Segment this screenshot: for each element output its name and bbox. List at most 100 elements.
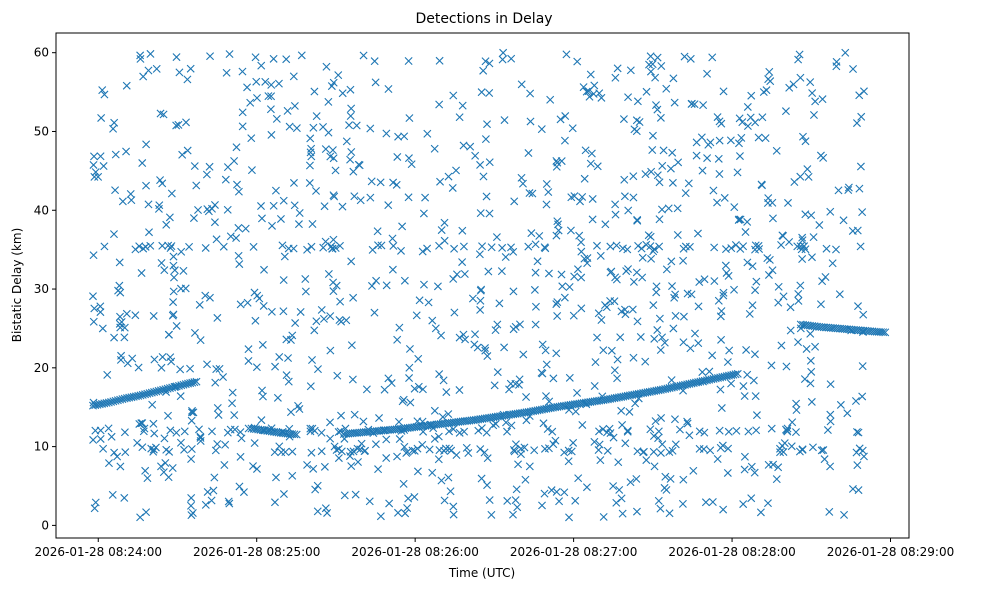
detection-point	[670, 293, 679, 302]
clutter-point	[167, 242, 176, 251]
track-point	[170, 382, 179, 391]
detection-point	[730, 285, 739, 294]
detection-point	[96, 152, 105, 161]
detection-point	[405, 344, 414, 353]
y-axis-label: Bistatic Delay (km)	[10, 228, 24, 343]
detection-point	[569, 438, 578, 447]
detection-point	[497, 267, 506, 276]
detection-point	[238, 67, 247, 76]
detection-point	[806, 379, 815, 388]
detection-point	[703, 69, 712, 78]
detection-point	[449, 274, 458, 283]
detection-point	[347, 257, 356, 266]
clutter-point	[650, 245, 659, 254]
detection-point	[730, 203, 739, 212]
detection-point	[321, 504, 330, 513]
clutter-point	[306, 424, 315, 433]
detection-point	[279, 307, 288, 316]
detection-point	[338, 202, 347, 211]
detection-point	[767, 361, 776, 370]
clutter-point	[507, 243, 516, 252]
detection-point	[798, 236, 807, 245]
clutter-point	[744, 427, 753, 436]
detection-point	[505, 385, 514, 394]
detection-point	[183, 75, 192, 84]
clutter-point	[408, 446, 417, 455]
detection-point	[481, 135, 490, 144]
detection-point	[258, 386, 267, 395]
detection-point	[633, 317, 642, 326]
clutter-point	[435, 446, 444, 455]
clutter-point	[798, 445, 807, 454]
detection-point	[301, 275, 310, 283]
detection-point	[653, 53, 662, 62]
detection-point	[452, 270, 461, 279]
detection-point	[485, 209, 494, 218]
detection-point	[578, 192, 587, 201]
clutter-point	[100, 242, 109, 251]
detection-point	[97, 113, 106, 122]
detection-point	[577, 238, 586, 247]
detection-point	[597, 316, 606, 325]
detection-point	[794, 55, 803, 64]
detection-point	[565, 513, 574, 522]
clutter-point	[739, 242, 748, 251]
clutter-point	[775, 444, 784, 453]
detection-point	[438, 412, 447, 421]
detection-point	[440, 218, 449, 227]
detection-point	[247, 166, 256, 175]
detection-point	[517, 80, 526, 89]
clutter-point	[140, 424, 149, 433]
detection-point	[685, 431, 694, 440]
detection-point	[261, 77, 270, 86]
detection-point	[418, 385, 427, 394]
detection-point	[202, 170, 211, 179]
detection-point	[715, 136, 724, 145]
x-tick-label: 2026-01-28 08:26:00	[351, 545, 478, 559]
detection-point	[743, 122, 752, 131]
detection-point	[444, 172, 453, 181]
detection-point	[493, 320, 502, 329]
detection-point	[162, 220, 171, 229]
detection-point	[844, 183, 853, 192]
detection-point	[735, 215, 744, 224]
detection-point	[826, 380, 835, 389]
detection-point	[786, 303, 795, 312]
detection-point	[648, 146, 657, 155]
detection-point	[801, 137, 810, 146]
detection-point	[841, 48, 850, 57]
detection-point	[500, 343, 509, 352]
clutter-point	[524, 242, 533, 251]
detection-point	[525, 462, 534, 471]
detection-point	[111, 186, 120, 195]
detection-point	[133, 438, 142, 447]
detection-point	[699, 101, 708, 110]
detection-point	[393, 452, 402, 461]
detection-point	[107, 432, 116, 441]
detection-point	[509, 247, 518, 256]
detection-point	[312, 112, 321, 121]
detection-point	[779, 292, 788, 301]
detection-point	[310, 326, 319, 335]
detection-point	[719, 505, 728, 514]
detection-point	[435, 56, 444, 65]
detection-point	[164, 330, 173, 339]
detection-point	[552, 157, 561, 165]
detection-point	[442, 388, 451, 397]
detection-point	[268, 221, 277, 230]
detection-point	[507, 54, 516, 63]
clutter-point	[460, 427, 469, 436]
detection-point	[697, 133, 706, 142]
detection-point	[803, 165, 812, 174]
detection-point	[393, 335, 402, 344]
x-tick-label: 2026-01-28 08:27:00	[510, 545, 637, 559]
detection-point	[449, 510, 458, 519]
detection-point	[570, 272, 579, 281]
detection-point	[308, 355, 316, 364]
detection-point	[321, 237, 330, 246]
detection-point	[620, 175, 629, 184]
detection-point	[205, 293, 214, 302]
detection-point	[646, 52, 655, 61]
detection-point	[264, 92, 273, 101]
track-point	[172, 382, 181, 391]
